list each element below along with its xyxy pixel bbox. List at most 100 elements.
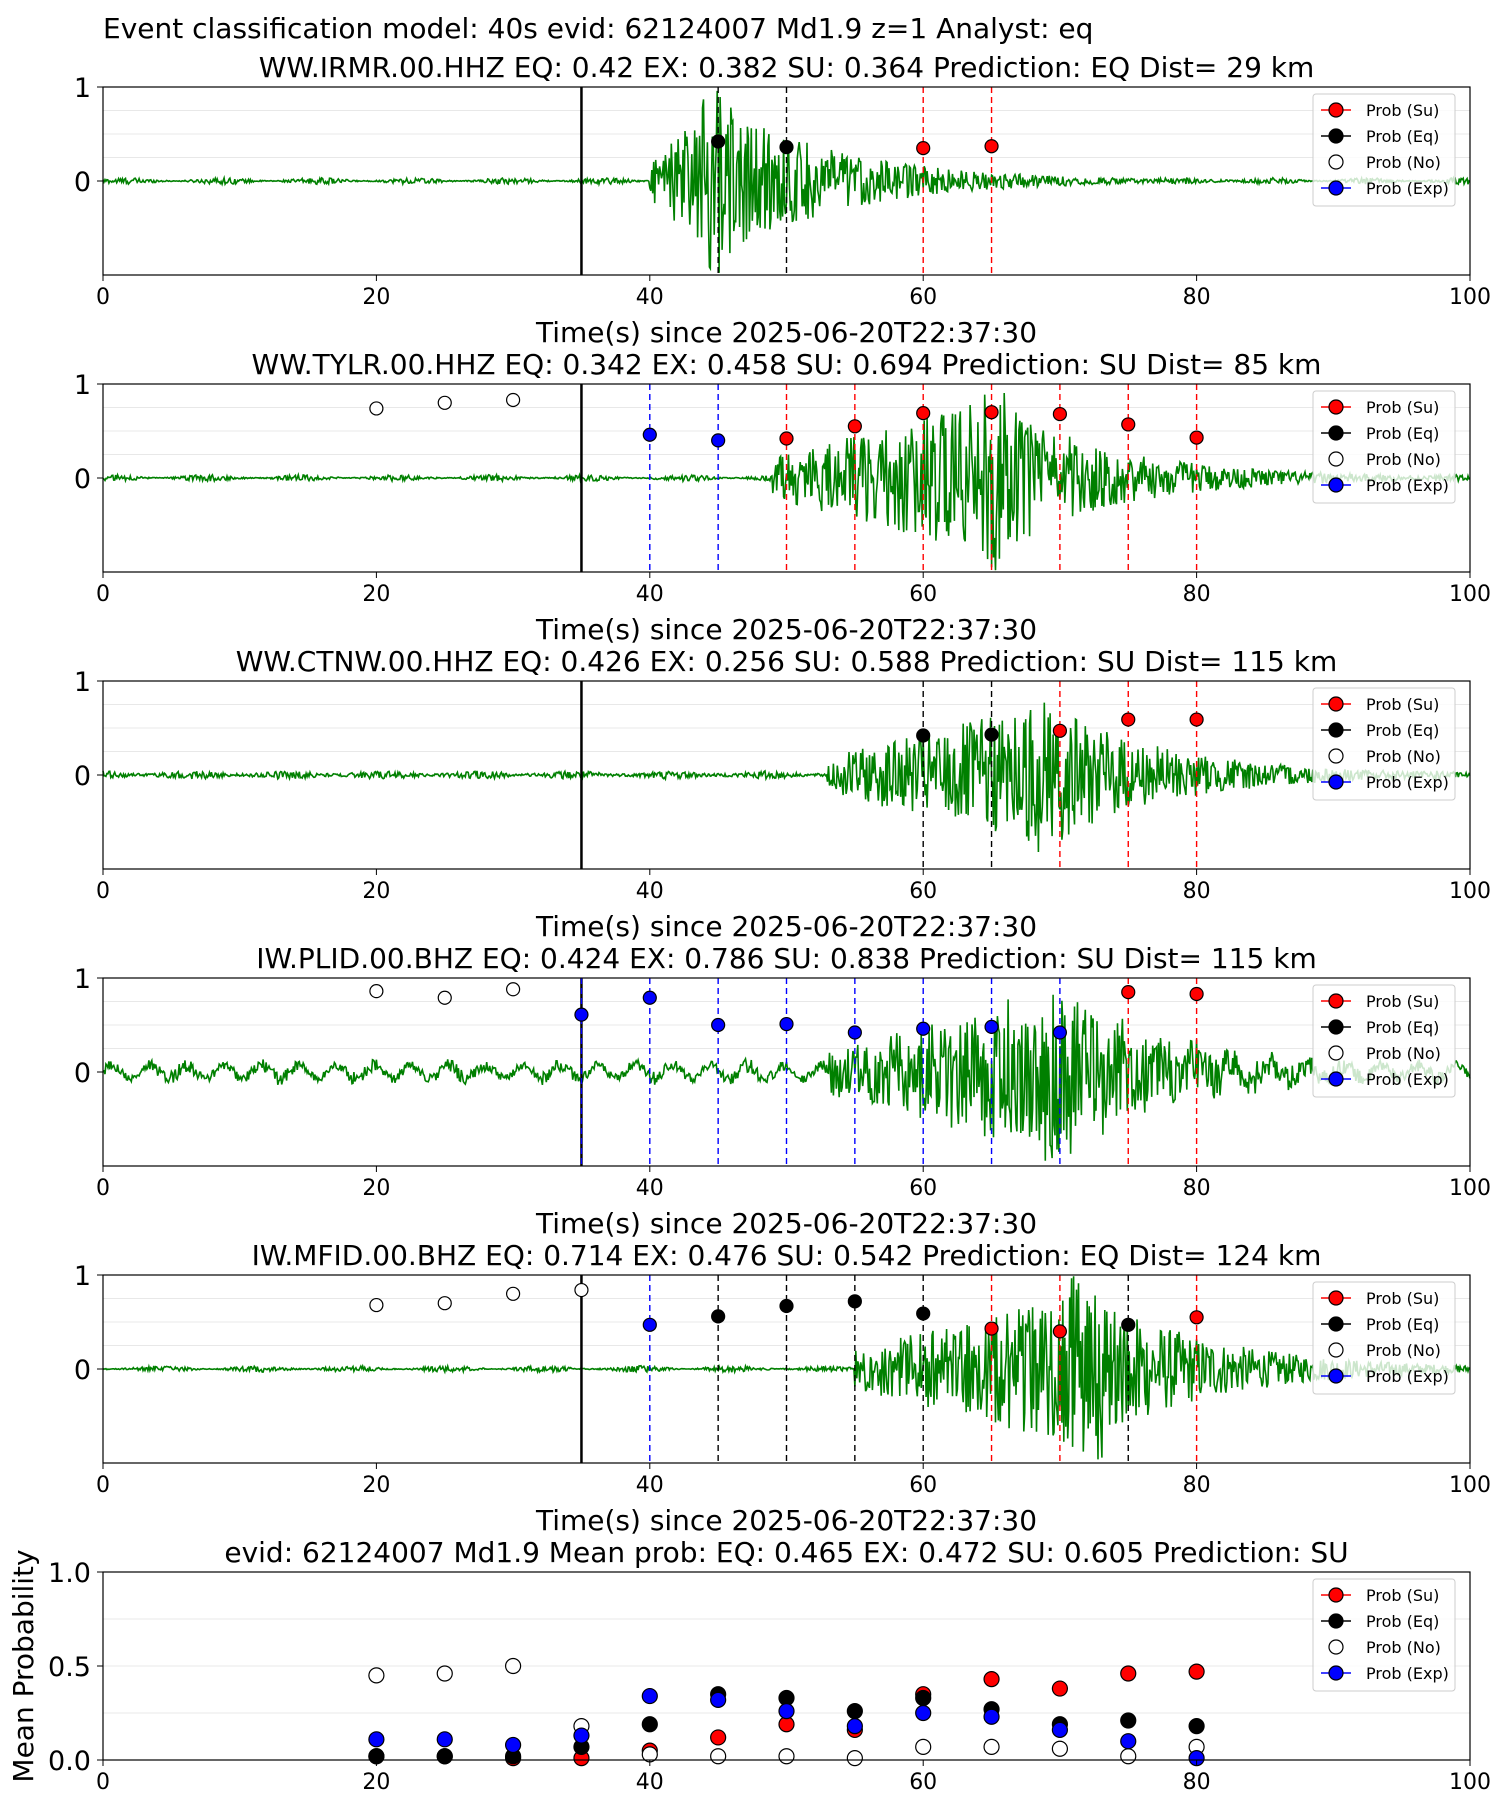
y-tick-label: 0.0	[48, 1746, 91, 1777]
legend-marker	[1328, 154, 1344, 170]
x-tick-label: 20	[362, 1770, 390, 1795]
legend-label: Prob (Su)	[1366, 695, 1439, 714]
legend-marker	[1328, 102, 1344, 118]
x-tick-label: 60	[909, 582, 937, 607]
mean-prob-marker-eq	[436, 1748, 453, 1765]
prob-marker-su	[1121, 984, 1136, 1000]
prob-marker-su	[1189, 1310, 1204, 1325]
legend-box	[1312, 93, 1456, 207]
mean-prob-marker-su	[1051, 1680, 1069, 1697]
legend-label: Prob (Exp)	[1366, 1070, 1449, 1089]
x-tick-label: 80	[1183, 1770, 1211, 1795]
y-tick-label: 1.0	[48, 1558, 91, 1589]
x-axis-label: Time(s) since 2025-06-20T22:37:30	[535, 1504, 1037, 1537]
y-tick-label: 1	[74, 1261, 91, 1292]
legend-label: Prob (Eq)	[1366, 721, 1439, 740]
legend-marker	[1328, 774, 1344, 790]
legend-marker	[1328, 1071, 1344, 1087]
prob-marker-exp	[984, 1019, 999, 1034]
prob-marker-su	[1189, 986, 1204, 1002]
x-tick-label: 40	[636, 1770, 664, 1795]
prob-marker-su	[984, 1321, 999, 1336]
prob-marker-no	[574, 1282, 589, 1298]
legend-label: Prob (Eq)	[1366, 1315, 1439, 1334]
y-tick-label: 1	[74, 370, 91, 401]
x-tick-label: 0	[96, 1473, 110, 1498]
legend-marker	[1328, 1368, 1344, 1384]
x-tick-label: 100	[1449, 1770, 1491, 1795]
axes-frame	[102, 680, 1471, 870]
mean-prob-marker-exp	[915, 1704, 932, 1722]
prob-marker-su	[847, 419, 862, 434]
x-tick-label: 80	[1183, 582, 1211, 607]
mean-prob-marker-eq	[1120, 1712, 1137, 1729]
mean-prob-marker-exp	[368, 1731, 385, 1748]
x-tick-label: 100	[1449, 582, 1491, 607]
x-tick-label: 20	[362, 582, 390, 607]
x-axis-label: Time(s) since 2025-06-20T22:37:30	[535, 910, 1037, 943]
prob-marker-exp	[642, 427, 657, 442]
x-tick-label: 60	[909, 1473, 937, 1498]
mean-prob-marker-no	[846, 1750, 863, 1767]
prob-marker-eq	[984, 727, 999, 742]
legend-marker	[1328, 180, 1344, 196]
mean-prob-marker-eq	[1188, 1718, 1205, 1735]
panel-title: IW.PLID.00.BHZ EQ: 0.424 EX: 0.786 SU: 0…	[256, 942, 1316, 975]
x-tick-label: 100	[1449, 879, 1491, 904]
y-tick-label: 0	[74, 167, 91, 198]
legend-label: Prob (Exp)	[1366, 1367, 1449, 1386]
prob-marker-su	[1121, 417, 1136, 432]
mean-prob-marker-no	[504, 1657, 522, 1675]
legend-label: Prob (No)	[1366, 1638, 1441, 1657]
x-axis-label: Time(s) since 2025-06-20T22:37:30	[535, 613, 1037, 646]
legend-label: Prob (Su)	[1366, 398, 1439, 417]
legend-marker	[1328, 722, 1344, 738]
x-tick-label: 20	[362, 285, 390, 310]
x-tick-label: 0	[96, 582, 110, 607]
mean-prob-marker-no	[710, 1748, 727, 1765]
panel-6: 1.0 0.5 0.0 Mean Probability 0 20 40 60 80 100 evi…	[7, 1536, 1491, 1795]
x-tick-label: 0	[96, 1176, 110, 1201]
mean-prob-marker-exp	[1120, 1733, 1137, 1750]
legend-marker	[1328, 1045, 1344, 1061]
legend-label: Prob (No)	[1366, 747, 1441, 766]
prob-marker-exp	[642, 1317, 657, 1332]
legend-marker	[1328, 451, 1344, 467]
legend-marker	[1328, 425, 1344, 441]
legend-marker	[1328, 993, 1344, 1009]
legend-label: Prob (Eq)	[1366, 424, 1439, 443]
prob-marker-eq	[916, 728, 931, 743]
legend-marker	[1328, 1613, 1344, 1629]
legend-marker	[1328, 1639, 1344, 1655]
x-axis-label: Time(s) since 2025-06-20T22:37:30	[535, 316, 1037, 349]
legend-marker	[1328, 1665, 1344, 1681]
mean-prob-marker-exp	[641, 1687, 658, 1705]
axes-frame	[102, 1274, 1471, 1464]
y-tick-label: 0	[74, 1058, 91, 1089]
mean-prob-marker-no	[436, 1665, 453, 1682]
mean-prob-marker-no	[368, 1667, 385, 1684]
y-tick-label: 1	[74, 73, 91, 104]
x-tick-label: 60	[909, 285, 937, 310]
mean-prob-marker-eq	[846, 1703, 863, 1720]
legend-label: Prob (Exp)	[1366, 1664, 1449, 1683]
mean-prob-marker-exp	[710, 1691, 727, 1708]
x-tick-label: 40	[636, 1176, 664, 1201]
mean-prob-marker-no	[983, 1738, 1000, 1755]
figure-suptitle: Event classification model: 40s evid: 62…	[103, 12, 1093, 45]
legend-marker	[1328, 128, 1344, 144]
legend-marker	[1328, 477, 1344, 493]
legend-label: Prob (Eq)	[1366, 127, 1439, 146]
mean-prob-marker-eq	[915, 1689, 932, 1707]
x-tick-label: 80	[1183, 285, 1211, 310]
y-tick-label: 1	[74, 667, 91, 698]
prob-marker-su	[984, 139, 999, 154]
x-tick-label: 0	[96, 285, 110, 310]
prob-marker-no	[505, 982, 521, 997]
x-tick-label: 40	[636, 1473, 664, 1498]
legend-label: Prob (Eq)	[1366, 1018, 1439, 1037]
legend-label: Prob (No)	[1366, 153, 1441, 172]
prob-marker-eq	[916, 1306, 931, 1321]
